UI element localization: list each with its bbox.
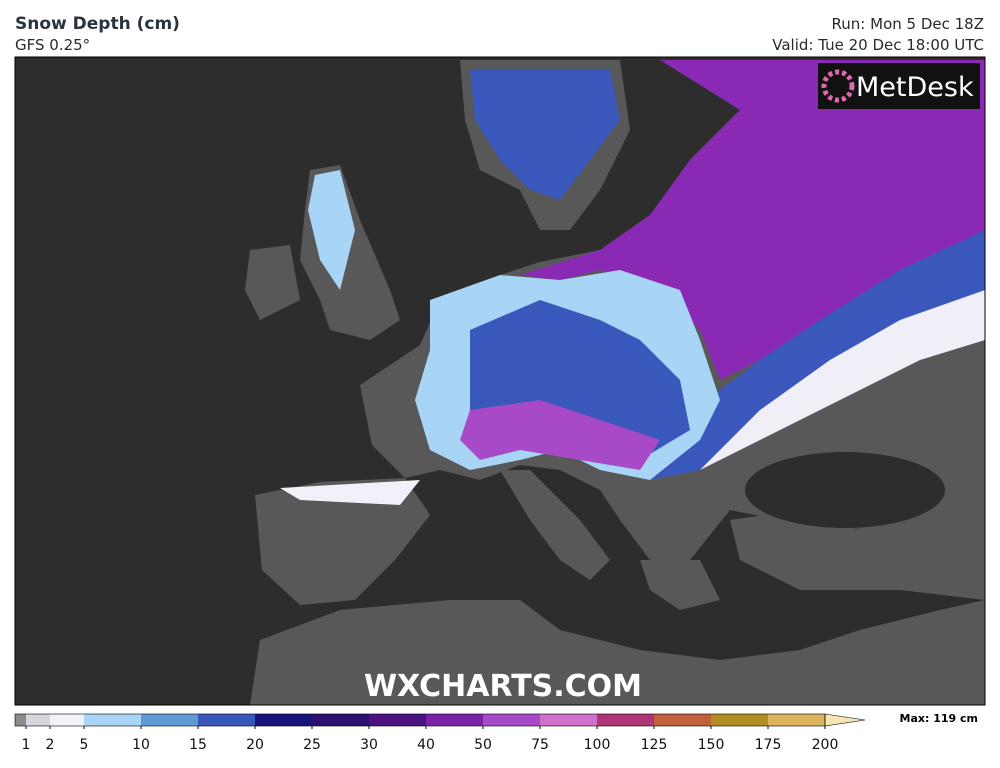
color-step xyxy=(15,714,26,726)
color-step xyxy=(26,714,50,726)
color-step xyxy=(540,714,597,726)
color-step xyxy=(768,714,825,726)
snow-scotland xyxy=(308,170,355,290)
logo-box xyxy=(818,63,980,109)
color-step xyxy=(198,714,255,726)
color-step xyxy=(84,714,141,726)
color-step xyxy=(597,714,654,726)
snow-white xyxy=(700,290,985,470)
greece xyxy=(640,560,720,610)
tick-label: 100 xyxy=(584,737,611,753)
color-step xyxy=(483,714,540,726)
snow-band xyxy=(650,230,985,480)
model: GFS 0.25° xyxy=(15,36,90,54)
snow-alps xyxy=(460,400,660,470)
tick-label: 20 xyxy=(246,737,264,753)
tick-label: 40 xyxy=(417,737,435,753)
tick-label: 2 xyxy=(46,737,55,753)
anatolia xyxy=(730,510,985,600)
color-arrow xyxy=(824,713,866,727)
run: Run: Mon 5 Dec 18Z xyxy=(832,15,984,33)
black-sea xyxy=(745,452,945,528)
color-step xyxy=(141,714,198,726)
italy xyxy=(500,470,610,580)
tick-label: 25 xyxy=(303,737,321,753)
tick-label: 5 xyxy=(80,737,89,753)
valid: Valid: Tue 20 Dec 18:00 UTC xyxy=(772,36,984,54)
tick-label: 175 xyxy=(755,737,782,753)
watermark: WXCHARTS.COM xyxy=(364,669,642,704)
ireland xyxy=(245,245,300,320)
color-step xyxy=(255,714,312,726)
tick-label: 15 xyxy=(189,737,207,753)
map-frame xyxy=(14,56,986,706)
tick-label: 150 xyxy=(698,737,725,753)
snow-scandinavia xyxy=(470,70,620,200)
color-step xyxy=(654,714,711,726)
tick-label: 125 xyxy=(641,737,668,753)
max-label: Max: 119 cm xyxy=(900,712,978,725)
colorbar-frame xyxy=(14,713,826,727)
color-step xyxy=(426,714,483,726)
color-step xyxy=(50,714,84,726)
color-step xyxy=(711,714,768,726)
snow-pyrenees xyxy=(280,480,420,505)
iberia xyxy=(255,478,430,605)
tick-label: 10 xyxy=(132,737,150,753)
tick-label: 50 xyxy=(474,737,492,753)
tick-label: 1 xyxy=(22,737,31,753)
tick-label: 30 xyxy=(360,737,378,753)
tick-label: 75 xyxy=(531,737,549,753)
africa xyxy=(250,600,985,705)
map: MetDesk WXCHARTS.COM xyxy=(14,56,986,706)
tick-label: 200 xyxy=(812,737,839,753)
logo-icon xyxy=(821,69,855,103)
snow-east xyxy=(520,60,985,380)
logo: MetDesk xyxy=(856,72,974,103)
color-step xyxy=(369,714,426,726)
color-step xyxy=(312,714,369,726)
title: Snow Depth (cm) xyxy=(15,14,180,34)
legend: 1 2 5 10 15 20 25 30 40 50 75 100 125 150 175 200 xyxy=(14,713,866,753)
